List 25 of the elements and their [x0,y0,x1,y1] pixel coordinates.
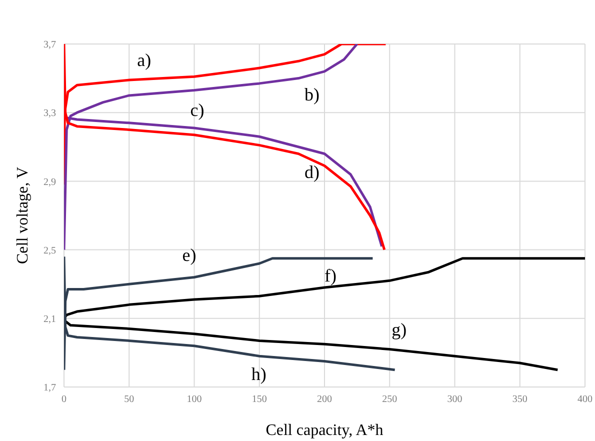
series-label: a) [137,50,152,70]
series-label: b) [304,84,320,104]
series-label: h) [251,364,266,384]
x-tick-label: 250 [382,394,398,406]
x-tick-label: 100 [186,394,202,406]
x-tick-label: 300 [447,394,462,406]
series-label: f) [324,266,336,286]
series-label: g) [392,319,407,340]
y-tick-label: 1,7 [44,382,56,394]
x-tick-label: 50 [124,394,134,406]
y-tick-label: 3,7 [44,40,56,51]
series-label: c) [190,100,204,120]
series-label: d) [304,162,320,182]
y-axis-title: Cell voltage, V [14,166,32,264]
y-tick-label: 3,3 [44,108,56,120]
x-tick-label: 400 [578,394,592,406]
x-axis-title: Cell capacity, A*h [266,422,384,439]
series-label: e) [182,245,196,266]
x-tick-label: 200 [317,394,332,406]
x-tick-label: 150 [252,394,267,406]
x-tick-label: 0 [62,394,66,406]
y-tick-label: 2,9 [44,176,56,188]
x-tick-label: 350 [512,394,528,406]
y-tick-label: 2,5 [44,245,56,256]
y-tick-label: 2,1 [44,314,56,325]
